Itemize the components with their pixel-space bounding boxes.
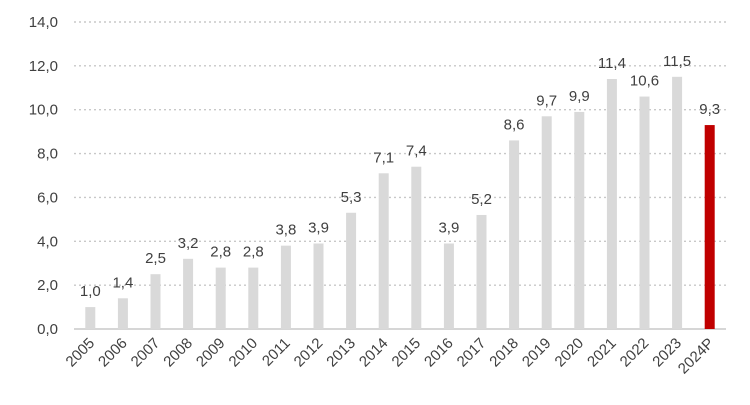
bar [85,307,96,329]
bar [541,116,552,330]
x-tick-label: 2010 [226,335,262,371]
x-tick-label: 2009 [193,335,229,371]
x-tick-label: 2012 [291,335,327,371]
y-tick-label: 8,0 [37,146,58,163]
data-label: 11,4 [598,55,626,72]
data-label: 3,2 [178,235,199,252]
x-tick-label: 2014 [356,335,392,371]
x-tick-label: 2020 [552,335,588,371]
x-tick-label: 2015 [389,335,425,371]
data-label: 11,5 [663,53,691,70]
data-label: 9,3 [699,101,720,118]
x-tick-label: 2006 [95,335,131,371]
y-tick-label: 6,0 [37,189,58,206]
x-tick-label: 2005 [63,335,99,371]
x-tick-label: 2013 [323,335,359,371]
data-label: 3,8 [275,222,296,239]
bar [117,298,128,329]
bar [346,212,357,329]
y-tick-label: 2,0 [37,277,58,294]
bar [183,258,194,329]
bar [248,267,259,329]
data-label: 5,3 [341,189,362,206]
bar [639,96,650,329]
x-tick-label: 2019 [519,335,555,371]
y-tick-label: 0,0 [37,321,58,338]
x-tick-label: 2011 [259,335,294,370]
bar [574,111,585,330]
bar [313,243,324,329]
data-label: 10,6 [630,73,659,90]
y-tick-label: 12,0 [29,58,58,75]
data-label: 9,9 [569,88,590,105]
data-label: 7,4 [406,143,427,160]
bar [509,140,520,329]
bar [215,267,226,329]
x-tick-label: 2017 [454,335,490,371]
y-tick-label: 14,0 [29,14,58,31]
data-label: 9,7 [536,92,557,109]
bar [150,274,161,329]
data-label: 5,2 [471,191,492,208]
x-tick-label: 2022 [617,335,653,371]
x-tick-label: 2024P [675,335,718,378]
bar [476,214,487,329]
data-label: 2,8 [210,244,231,261]
data-label: 1,4 [112,274,133,291]
bar [672,76,683,329]
data-label: 1,0 [80,283,101,300]
y-tick-label: 10,0 [29,102,58,119]
bar [606,79,617,329]
bar [280,245,291,329]
x-tick-label: 2021 [584,335,620,371]
y-axis-tick-labels: 0,0 2,0 4,0 6,0 8,0 10,0 12,0 14,0 [29,14,58,338]
x-tick-label: 2007 [128,335,164,371]
data-label: 3,9 [438,219,459,236]
data-label: 2,5 [145,250,166,267]
x-tick-label: 2016 [421,335,457,371]
grid-layer [74,21,726,330]
data-label: 3,9 [308,219,329,236]
data-label: 2,8 [243,244,264,261]
bar [443,243,454,329]
x-axis-tick-labels: 2005200620072008200920102011201220132014… [63,335,718,378]
data-label: 7,1 [373,149,394,166]
bar [378,173,389,329]
bar [704,125,715,329]
x-tick-label: 2008 [160,335,196,371]
data-label: 8,6 [504,116,525,133]
x-tick-label: 2018 [486,335,522,371]
y-tick-label: 4,0 [37,233,58,250]
bars [85,76,715,330]
data-labels: 1,0 1,4 2,5 3,2 2,8 2,8 3,8 3,9 5,3 7,1 7,4 3,9 5,2 8… [80,53,720,300]
bar [411,166,422,329]
